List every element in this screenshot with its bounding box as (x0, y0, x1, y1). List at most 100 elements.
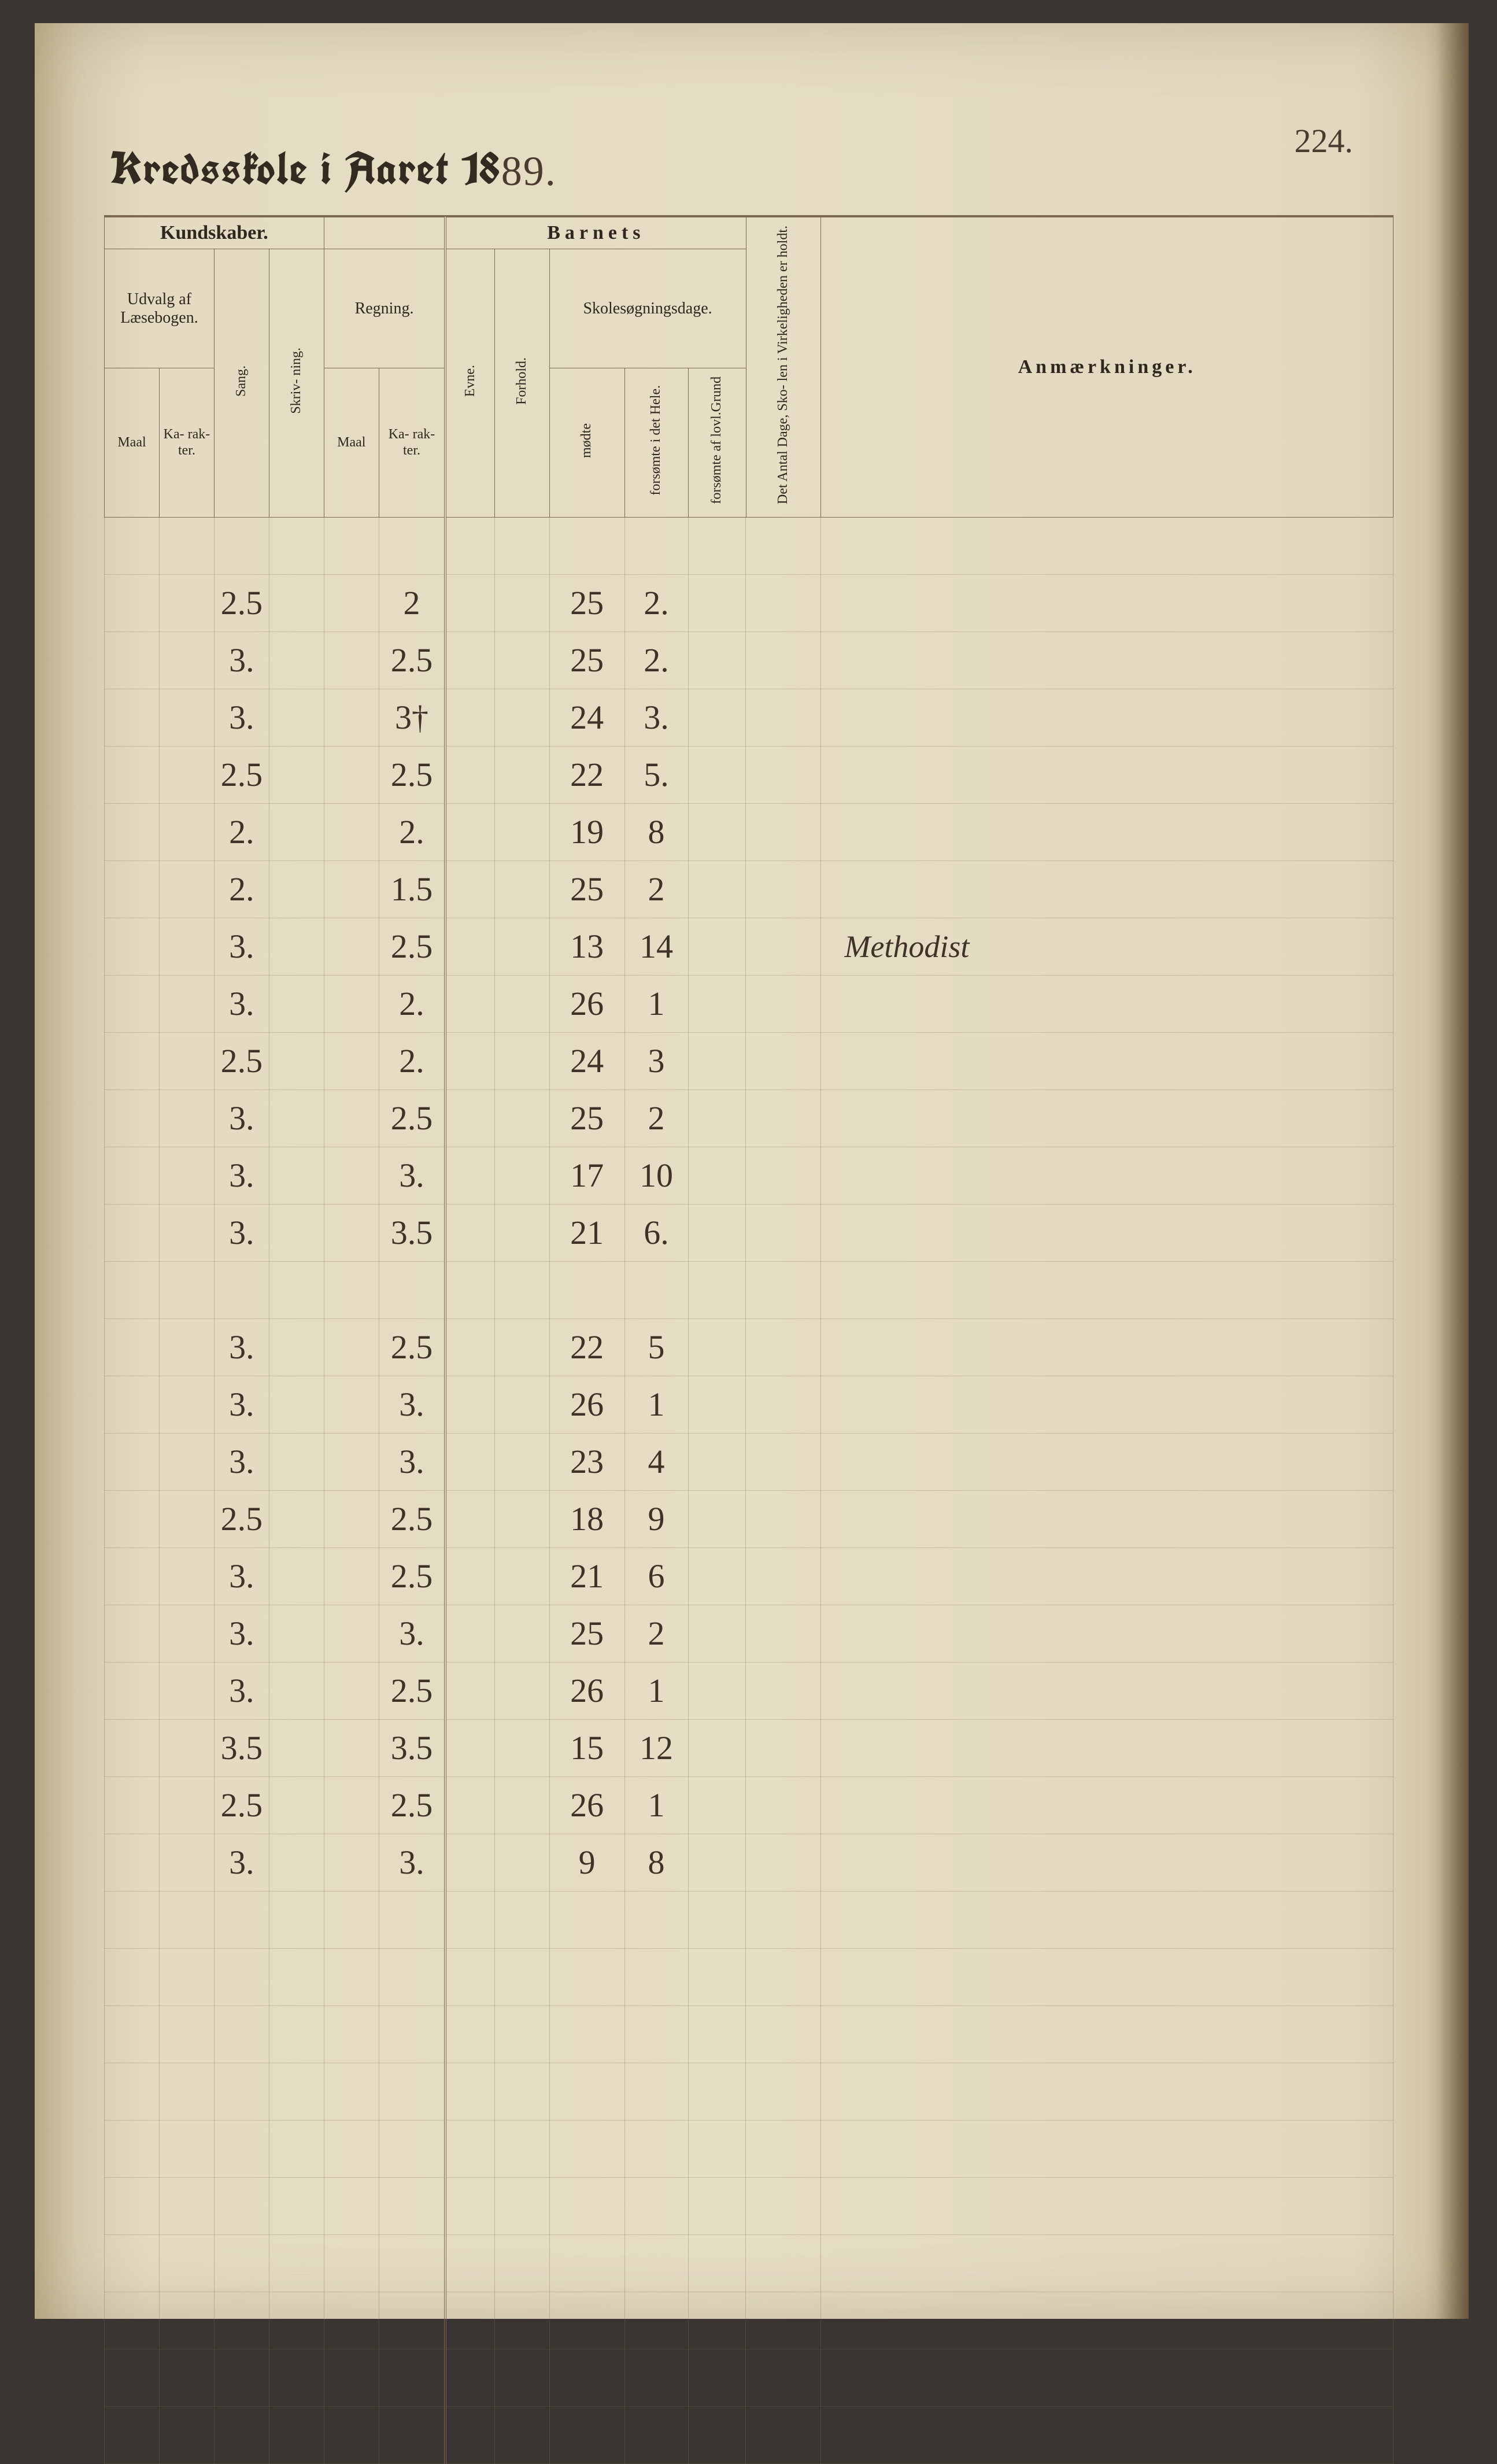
table-row (105, 2292, 1393, 2349)
cell (269, 574, 324, 631)
cell: 3. (214, 631, 269, 689)
table-row: 2.52.5261 (105, 1776, 1393, 1834)
cell (688, 975, 746, 1032)
cell (269, 1662, 324, 1719)
cell: 6 (624, 1547, 688, 1605)
cell (214, 1891, 269, 1948)
cell (445, 2005, 494, 2063)
cell (105, 1318, 160, 1376)
cell (159, 860, 214, 918)
table-row: 3.2.261 (105, 975, 1393, 1032)
cell (105, 2234, 160, 2292)
cell (324, 918, 379, 975)
cell (105, 1433, 160, 1490)
cell: 2. (379, 803, 445, 860)
cell (445, 1891, 494, 1948)
cell (105, 918, 160, 975)
table-row: 3.3.5216. (105, 1204, 1393, 1261)
cell (688, 1261, 746, 1318)
cell: 3. (379, 1433, 445, 1490)
cell: 2.5 (214, 574, 269, 631)
cell: 25 (549, 860, 624, 918)
cell (324, 746, 379, 803)
cell: 13 (549, 918, 624, 975)
cell (269, 2234, 324, 2292)
cell (746, 2063, 821, 2120)
cell: 2. (624, 574, 688, 631)
cell: 15 (549, 1719, 624, 1776)
cell: 10 (624, 1147, 688, 1204)
cell (324, 1433, 379, 1490)
cell (324, 2234, 379, 2292)
cell: 3. (214, 1318, 269, 1376)
table-row: 3.2.5252. (105, 631, 1393, 689)
cell (105, 1719, 160, 1776)
cell (688, 1776, 746, 1834)
cell (494, 631, 549, 689)
cell (324, 689, 379, 746)
cell (445, 860, 494, 918)
cell: 24 (549, 1032, 624, 1089)
table-row (105, 2005, 1393, 2063)
cell (445, 1433, 494, 1490)
cell (105, 518, 160, 575)
table-row: 3.3.1710 (105, 1147, 1393, 1204)
cell (821, 1261, 1393, 1318)
cell (821, 631, 1393, 689)
cell: 3. (214, 1605, 269, 1662)
cell (494, 1261, 549, 1318)
cell (821, 2292, 1393, 2349)
cell (821, 518, 1393, 575)
cell (549, 2177, 624, 2234)
cell (269, 1719, 324, 1776)
cell (269, 1318, 324, 1376)
cell (324, 1261, 379, 1318)
cell (105, 1032, 160, 1089)
cell (624, 2349, 688, 2406)
cell (688, 518, 746, 575)
cell (494, 1776, 549, 1834)
hdr-forsomte-lovl: forsømte af lovl.Grund (688, 368, 746, 517)
cell (688, 803, 746, 860)
cell (821, 1605, 1393, 1662)
cell (494, 574, 549, 631)
cell (688, 2063, 746, 2120)
table-row (105, 2234, 1393, 2292)
cell (214, 2292, 269, 2349)
cell: 18 (549, 1490, 624, 1547)
cell (379, 2120, 445, 2177)
cell (269, 2349, 324, 2406)
hdr-modte: mødte (549, 368, 624, 517)
cell: 2.5 (379, 1490, 445, 1547)
cell (624, 1261, 688, 1318)
cell (821, 1204, 1393, 1261)
cell (494, 2406, 549, 2463)
table-row: 3.3.98 (105, 1834, 1393, 1891)
cell (324, 1490, 379, 1547)
table-row (105, 2177, 1393, 2234)
cell: 5 (624, 1318, 688, 1376)
cell (159, 975, 214, 1032)
table-row (105, 1891, 1393, 1948)
cell (746, 1891, 821, 1948)
cell (159, 1834, 214, 1891)
cell (105, 1605, 160, 1662)
cell: 21 (549, 1204, 624, 1261)
cell (159, 2234, 214, 2292)
cell (494, 1891, 549, 1948)
cell (445, 2063, 494, 2120)
cell (105, 574, 160, 631)
cell (269, 2292, 324, 2349)
title-printed: Kredsskole i Aaret 18 (110, 139, 501, 198)
cell (445, 2406, 494, 2463)
cell (379, 2234, 445, 2292)
cell: 3. (214, 1433, 269, 1490)
cell (746, 1433, 821, 1490)
cell (746, 2406, 821, 2463)
cell (746, 518, 821, 575)
hdr-anmaerkninger: Anmærkninger. (821, 217, 1393, 518)
cell (105, 1948, 160, 2005)
cell: 3. (214, 1376, 269, 1433)
cell (821, 1662, 1393, 1719)
cell (324, 1948, 379, 2005)
